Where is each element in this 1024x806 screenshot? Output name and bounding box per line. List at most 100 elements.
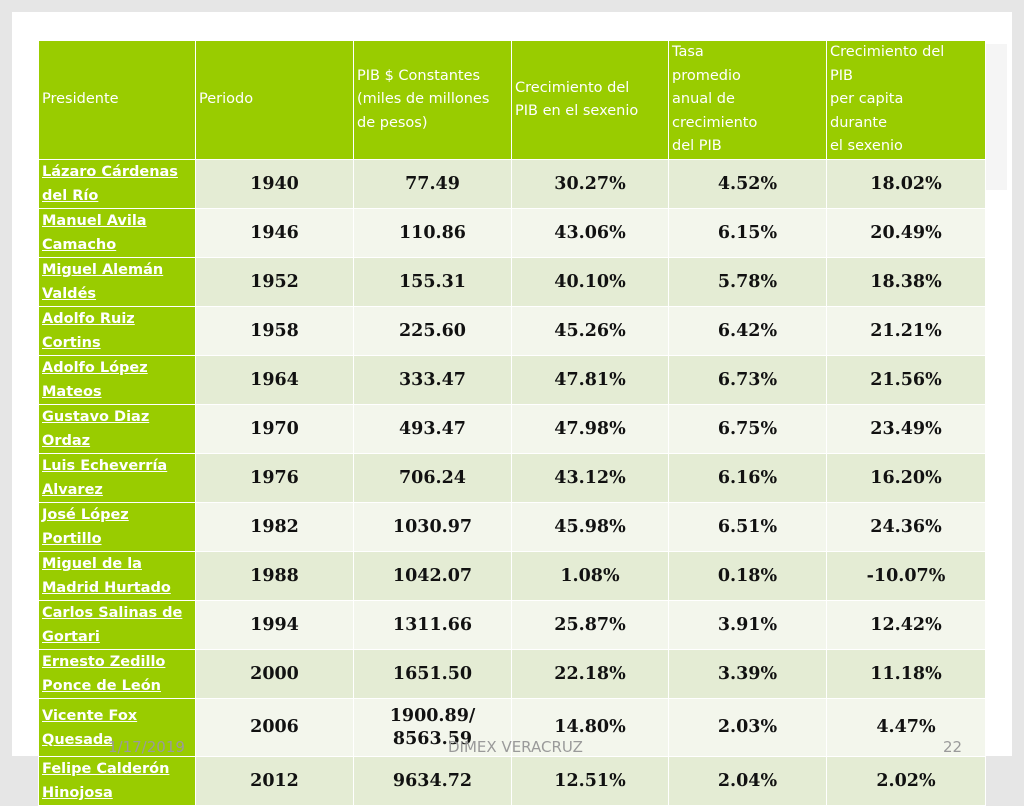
cell-presidente[interactable]: Gustavo Diaz Ordaz xyxy=(38,404,196,454)
cell-presidente[interactable]: Luis Echeverría Alvarez xyxy=(38,453,196,503)
footer-date: 1/17/2019 xyxy=(108,738,185,756)
table-row: Lázaro Cárdenas del Río 1940 77.49 30.27% 4.… xyxy=(38,159,986,209)
cell-tasa: 6.75% xyxy=(668,404,827,454)
header-tasa-promedio: Tasa promedio anual de crecimiento del P… xyxy=(668,40,827,160)
cell-periodo: 1958 xyxy=(195,306,354,356)
cell-tasa: 6.51% xyxy=(668,502,827,552)
cell-per-capita: 12.42% xyxy=(826,600,986,650)
table-row: José López Portillo 1982 1030.97 45.98% 6.51… xyxy=(38,502,986,552)
presidente-link[interactable]: Vicente Fox Quesada xyxy=(42,707,138,748)
cell-per-capita: 21.21% xyxy=(826,306,986,356)
cell-per-capita: 11.18% xyxy=(826,649,986,699)
table-row: Ernesto Zedillo Ponce de León 2000 1651.50… xyxy=(38,649,986,699)
cell-pib: 225.60 xyxy=(353,306,512,356)
table-row: Felipe Calderón Hinojosa 2012 9634.72 12.51… xyxy=(38,756,986,806)
cell-periodo: 1952 xyxy=(195,257,354,307)
presidente-link[interactable]: Ernesto Zedillo Ponce de León xyxy=(42,654,166,694)
presidente-link[interactable]: Manuel Avila Camacho xyxy=(42,213,147,253)
header-periodo: Periodo xyxy=(195,40,354,160)
cell-per-capita: 20.49% xyxy=(826,208,986,258)
presidente-link[interactable]: José López Portillo xyxy=(42,507,129,547)
cell-pib: 1311.66 xyxy=(353,600,512,650)
cell-pib: 1900.89/ 8563.59 xyxy=(353,698,512,757)
cell-per-capita: 21.56% xyxy=(826,355,986,405)
cell-presidente[interactable]: Miguel Alemán Valdés xyxy=(38,257,196,307)
table-row: Miguel Alemán Valdés 1952 155.31 40.10% 5.78… xyxy=(38,257,986,307)
cell-per-capita: 18.02% xyxy=(826,159,986,209)
presidente-link[interactable]: Luis Echeverría Alvarez xyxy=(42,458,168,498)
table-row: Carlos Salinas de Gortari 1994 1311.66 25.8… xyxy=(38,600,986,650)
cell-tasa: 2.04% xyxy=(668,756,827,806)
table-row: Manuel Avila Camacho 1946 110.86 43.06% 6.15… xyxy=(38,208,986,258)
cell-crecimiento: 25.87% xyxy=(511,600,669,650)
cell-tasa: 3.91% xyxy=(668,600,827,650)
pib-table: Presidente Periodo PIB $ Constantes (mil… xyxy=(38,40,986,806)
presidente-link[interactable]: Adolfo Ruiz Cortins xyxy=(42,311,135,351)
table-row: Miguel de la Madrid Hurtado 1988 1042.07 1.… xyxy=(38,551,986,601)
cell-crecimiento: 43.06% xyxy=(511,208,669,258)
cell-per-capita: 23.49% xyxy=(826,404,986,454)
cell-tasa: 2.03% xyxy=(668,698,827,757)
cell-presidente[interactable]: Ernesto Zedillo Ponce de León xyxy=(38,649,196,699)
cell-presidente[interactable]: Vicente Fox Quesada xyxy=(38,698,196,757)
header-pib-constantes: PIB $ Constantes (miles de millones de p… xyxy=(353,40,512,160)
cell-tasa: 6.16% xyxy=(668,453,827,503)
table-row: Luis Echeverría Alvarez 1976 706.24 43.12% 6… xyxy=(38,453,986,503)
cell-crecimiento: 22.18% xyxy=(511,649,669,699)
header-crecimiento-sexenio: Crecimiento del PIB en el sexenio xyxy=(511,40,669,160)
table-header-row: Presidente Periodo PIB $ Constantes (mil… xyxy=(38,40,986,160)
cell-presidente[interactable]: Felipe Calderón Hinojosa xyxy=(38,756,196,806)
cell-per-capita: 18.38% xyxy=(826,257,986,307)
cell-periodo: 2012 xyxy=(195,756,354,806)
cell-presidente[interactable]: Manuel Avila Camacho xyxy=(38,208,196,258)
cell-pib: 1042.07 xyxy=(353,551,512,601)
table-row: Gustavo Diaz Ordaz 1970 493.47 47.98% 6.75% 2… xyxy=(38,404,986,454)
cell-crecimiento: 47.98% xyxy=(511,404,669,454)
cell-per-capita: 2.02% xyxy=(826,756,986,806)
cell-tasa: 6.73% xyxy=(668,355,827,405)
cell-periodo: 1982 xyxy=(195,502,354,552)
cell-pib: 1651.50 xyxy=(353,649,512,699)
header-crecimiento-per-capita: Crecimiento del PIB per capita durante e… xyxy=(826,40,986,160)
presidente-link[interactable]: Miguel Alemán Valdés xyxy=(42,262,164,302)
presidente-link[interactable]: Lázaro Cárdenas del Río xyxy=(42,164,178,204)
cell-pib: 155.31 xyxy=(353,257,512,307)
presidente-link[interactable]: Gustavo Diaz Ordaz xyxy=(42,409,150,449)
cell-pib: 9634.72 xyxy=(353,756,512,806)
cell-presidente[interactable]: Adolfo López Mateos xyxy=(38,355,196,405)
presidente-link[interactable]: Carlos Salinas de Gortari xyxy=(42,605,183,645)
cell-tasa: 5.78% xyxy=(668,257,827,307)
cell-presidente[interactable]: Miguel de la Madrid Hurtado xyxy=(38,551,196,601)
cell-per-capita: 24.36% xyxy=(826,502,986,552)
cell-tasa: 6.15% xyxy=(668,208,827,258)
cell-crecimiento: 47.81% xyxy=(511,355,669,405)
cell-presidente[interactable]: Adolfo Ruiz Cortins xyxy=(38,306,196,356)
cell-periodo: 2006 xyxy=(195,698,354,757)
slide-decoration xyxy=(984,44,1007,190)
cell-periodo: 1994 xyxy=(195,600,354,650)
cell-presidente[interactable]: Lázaro Cárdenas del Río xyxy=(38,159,196,209)
cell-tasa: 6.42% xyxy=(668,306,827,356)
cell-pib: 77.49 xyxy=(353,159,512,209)
cell-crecimiento: 40.10% xyxy=(511,257,669,307)
cell-crecimiento: 45.98% xyxy=(511,502,669,552)
cell-crecimiento: 45.26% xyxy=(511,306,669,356)
cell-periodo: 1940 xyxy=(195,159,354,209)
footer-center-text: DIMEX VERACRUZ xyxy=(448,738,583,756)
cell-periodo: 1964 xyxy=(195,355,354,405)
cell-crecimiento: 12.51% xyxy=(511,756,669,806)
cell-presidente[interactable]: Carlos Salinas de Gortari xyxy=(38,600,196,650)
presidente-link[interactable]: Miguel de la Madrid Hurtado xyxy=(42,556,171,596)
header-presidente: Presidente xyxy=(38,40,196,160)
cell-periodo: 2000 xyxy=(195,649,354,699)
cell-crecimiento: 1.08% xyxy=(511,551,669,601)
cell-periodo: 1970 xyxy=(195,404,354,454)
cell-pib: 333.47 xyxy=(353,355,512,405)
cell-presidente[interactable]: José López Portillo xyxy=(38,502,196,552)
presidente-link[interactable]: Felipe Calderón Hinojosa xyxy=(42,761,170,801)
cell-crecimiento: 14.80% xyxy=(511,698,669,757)
presidente-link[interactable]: Adolfo López Mateos xyxy=(42,360,148,400)
cell-crecimiento: 43.12% xyxy=(511,453,669,503)
cell-tasa: 0.18% xyxy=(668,551,827,601)
table-row: Vicente Fox Quesada 2006 1900.89/ 8563.59 1… xyxy=(38,698,986,757)
